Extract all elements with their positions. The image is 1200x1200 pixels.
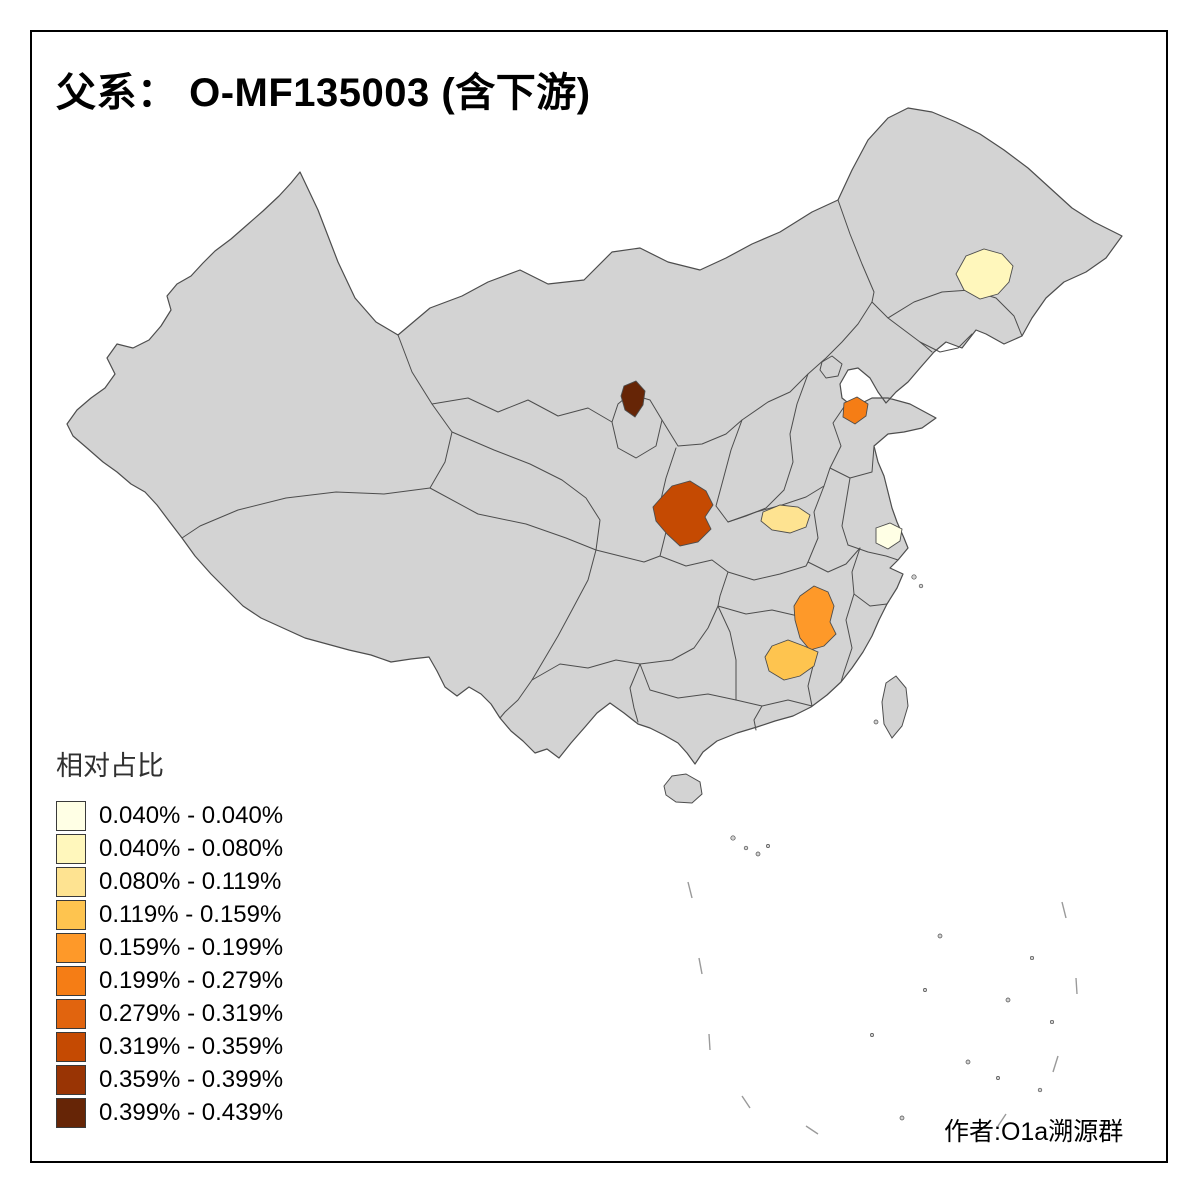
legend-row-8: 0.319% - 0.359% xyxy=(56,1032,283,1062)
legend-swatch xyxy=(56,966,86,996)
author-credit: 作者:O1a溯源群 xyxy=(944,1118,1124,1146)
legend: 相对占比 0.040% - 0.040% 0.040% - 0.080% 0.080… xyxy=(56,744,283,1131)
central-west-region xyxy=(652,480,714,547)
legend-swatch xyxy=(56,801,86,831)
legend-label: 0.279% - 0.319% xyxy=(99,1000,284,1027)
legend-label: 0.040% - 0.080% xyxy=(99,835,284,862)
legend-row-9: 0.359% - 0.399% xyxy=(56,1065,283,1095)
nine-dash-line xyxy=(687,881,1078,1135)
legend-row-6: 0.199% - 0.279% xyxy=(56,966,283,996)
plot-border xyxy=(30,30,1168,1163)
south-central-region xyxy=(764,639,819,681)
legend-label: 0.359% - 0.399% xyxy=(99,1066,284,1093)
china-mainland xyxy=(66,107,1123,765)
legend-row-4: 0.119% - 0.159% xyxy=(56,900,283,930)
legend-swatch xyxy=(56,867,86,897)
east-coast-region xyxy=(875,522,903,550)
legend-label: 0.199% - 0.279% xyxy=(99,967,284,994)
legend-row-2: 0.040% - 0.080% xyxy=(56,834,283,864)
legend-swatch xyxy=(56,1032,86,1062)
south-china-sea-islands xyxy=(730,574,1055,1121)
legend-label: 0.040% - 0.040% xyxy=(99,802,284,829)
hainan-island xyxy=(663,773,703,804)
central-plain-region xyxy=(760,504,811,534)
plot-title: 父系： O-MF135003 (含下游) xyxy=(56,71,591,115)
legend-row-7: 0.279% - 0.319% xyxy=(56,999,283,1029)
legend-row-10: 0.399% - 0.439% xyxy=(56,1098,283,1128)
legend-label: 0.399% - 0.439% xyxy=(99,1099,284,1126)
legend-title: 相对占比 xyxy=(56,751,164,781)
legend-swatch xyxy=(56,1098,86,1128)
legend-label: 0.119% - 0.159% xyxy=(99,901,282,928)
highlighted-regions-layer xyxy=(620,248,1014,681)
legend-swatch xyxy=(56,900,86,930)
legend-swatch xyxy=(56,1065,86,1095)
north-central-dark-region xyxy=(620,380,646,418)
legend-label: 0.319% - 0.359% xyxy=(99,1033,284,1060)
legend-row-1: 0.040% - 0.040% xyxy=(56,801,283,831)
legend-swatch xyxy=(56,933,86,963)
legend-swatch xyxy=(56,834,86,864)
east-shandong-region xyxy=(842,396,869,425)
southeast-orange-region xyxy=(793,585,837,651)
legend-label: 0.159% - 0.199% xyxy=(99,934,284,961)
northeast-region xyxy=(955,248,1014,300)
legend-label: 0.080% - 0.119% xyxy=(99,868,282,895)
legend-row-3: 0.080% - 0.119% xyxy=(56,867,283,897)
taiwan-island xyxy=(881,675,909,739)
legend-row-5: 0.159% - 0.199% xyxy=(56,933,283,963)
legend-swatch xyxy=(56,999,86,1029)
legend-rows: 0.040% - 0.040% 0.040% - 0.080% 0.080% - 0… xyxy=(56,801,283,1128)
